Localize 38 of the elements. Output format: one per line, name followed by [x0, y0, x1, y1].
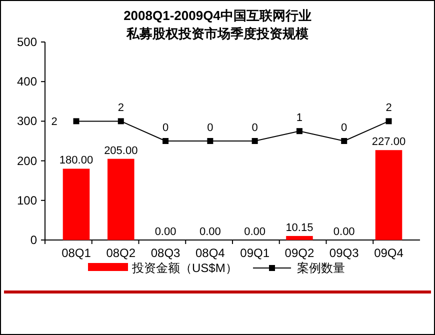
x-tick-label: 09Q4 [374, 246, 404, 260]
data-label: 0.00 [244, 226, 266, 238]
data-label: 2 [386, 102, 392, 114]
x-tick-label: 08Q4 [196, 246, 226, 260]
data-label: 227.00 [372, 136, 406, 148]
y-tick-label: 100 [16, 193, 38, 208]
data-label: 180.00 [59, 154, 94, 167]
data-label: 2 [51, 116, 58, 128]
bar [286, 236, 313, 240]
y-tick-label: 500 [16, 35, 38, 49]
data-label: 0 [341, 122, 348, 134]
bar [108, 158, 134, 240]
data-label: 1 [296, 112, 303, 124]
data-label: 0 [207, 122, 214, 134]
y-tick-label: 300 [16, 114, 38, 128]
y-tick-label: 400 [16, 74, 38, 89]
x-tick-label: 08Q3 [150, 246, 181, 260]
x-tick-label: 09Q2 [284, 246, 314, 260]
bar [375, 150, 402, 240]
data-label: 2 [118, 102, 124, 114]
x-tick-label: 09Q3 [329, 246, 360, 260]
x-tick-label: 08Q2 [106, 246, 136, 260]
y-tick-label: 0 [30, 233, 38, 247]
data-label: 205.00 [104, 144, 138, 157]
x-tick-label: 09Q1 [240, 246, 270, 260]
data-label: 0 [252, 122, 258, 134]
legend-label: 案例数量 [297, 261, 345, 275]
bar [62, 168, 90, 240]
chart-title: 2008Q1-2009Q4中国互联网行业 [124, 8, 312, 23]
y-tick-label: 200 [16, 154, 38, 168]
legend-label: 投资金额（US$M） [131, 261, 238, 275]
chart-subtitle: 私募股权投资市场季度投资规模 [126, 26, 308, 41]
x-tick-label: 08Q1 [62, 246, 92, 260]
data-label: 10.15 [286, 222, 314, 234]
data-label: 0.00 [199, 226, 221, 238]
data-label: 0.00 [154, 226, 176, 238]
data-label: 0 [162, 122, 169, 134]
data-label: 0.00 [333, 226, 355, 238]
